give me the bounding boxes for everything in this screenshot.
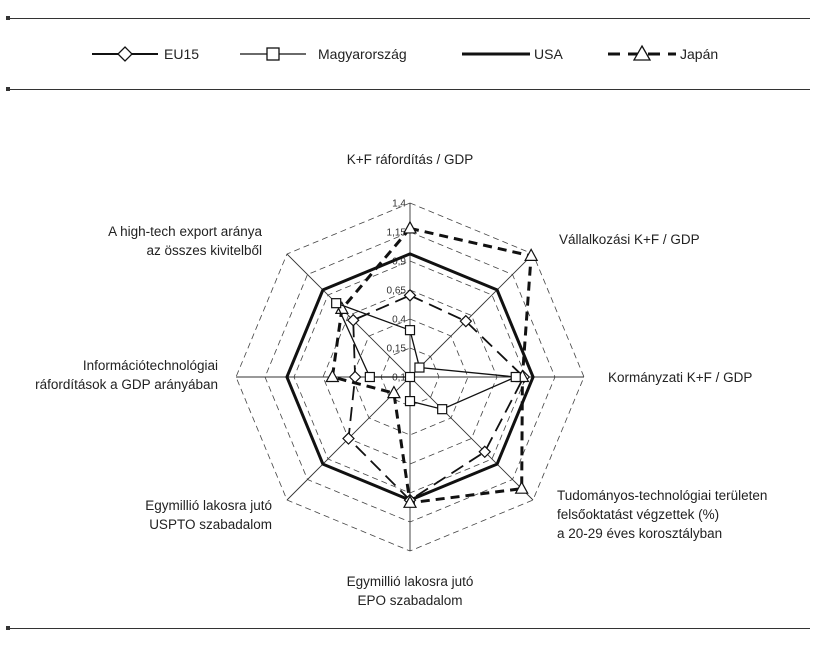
- data-point: [414, 362, 425, 373]
- legend-label-magyarorszag: Magyarország: [318, 46, 407, 62]
- data-point: [510, 371, 521, 383]
- data-point: [342, 432, 355, 445]
- axis-labels: K+F ráfordítás / GDP Vállalkozási K+F / G…: [35, 152, 767, 608]
- axis-label-1: Vállalkozási K+F / GDP: [559, 232, 700, 247]
- radial-tick-label: 0,65: [387, 286, 407, 297]
- data-point: [437, 404, 448, 415]
- radial-tick-label: 0,1: [392, 373, 406, 384]
- data-point: [348, 370, 362, 384]
- data-point: [346, 313, 360, 327]
- radar-grid: [235, 202, 585, 552]
- legend-label-japan: Japán: [680, 46, 719, 62]
- axis-label-4: Egymillió lakosra jutó EPO szabadalom: [347, 574, 474, 608]
- data-point: [364, 371, 375, 383]
- radial-tick-label: 1,15: [387, 228, 407, 239]
- axis-label-0: K+F ráfordítás / GDP: [347, 152, 473, 167]
- legend-marker-diamond-icon: [92, 46, 158, 62]
- data-point: [403, 289, 417, 302]
- data-point: [459, 314, 473, 328]
- radial-tick-label: 0,15: [387, 344, 407, 355]
- legend-marker-square-icon: [240, 47, 306, 61]
- axis-spoke-1: [409, 253, 534, 378]
- legend-line-solid-icon: [462, 52, 530, 56]
- data-point: [404, 325, 416, 336]
- axis-label-6: Információtechnológiai ráfordítások a GDP…: [35, 358, 218, 392]
- grid-ring-2: [351, 318, 469, 436]
- series-line: [347, 294, 525, 502]
- bottom-rule: [6, 625, 810, 630]
- series-1: [331, 298, 521, 415]
- axis-spoke-3: [409, 376, 534, 501]
- series-0: [342, 289, 531, 507]
- radial-tick-label: 0,4: [392, 315, 406, 326]
- grid-ring-3: [322, 289, 498, 465]
- radial-tick-labels: 0,1 0,15 0,4 0,65 0,9 1,15 1,4: [387, 199, 407, 384]
- radial-tick-label: 0,9: [392, 257, 406, 268]
- data-point: [402, 220, 418, 234]
- legend: EU15 Magyarország USA Japán: [0, 42, 817, 66]
- data-point: [514, 480, 529, 494]
- radar-series: [285, 220, 539, 508]
- data-point: [524, 248, 539, 261]
- data-point: [331, 298, 342, 309]
- data-point: [386, 385, 401, 399]
- axis-label-2: Kormányzati K+F / GDP: [608, 370, 752, 385]
- axis-label-7: A high-tech export aránya az összes kivit…: [108, 224, 262, 258]
- legend-marker-triangle-icon: [608, 44, 676, 61]
- data-point: [404, 395, 416, 407]
- legend-label-eu15: EU15: [164, 46, 200, 62]
- data-point: [404, 371, 416, 383]
- data-point: [478, 445, 492, 459]
- radial-tick-label: 1,4: [392, 199, 406, 210]
- series-3: [325, 220, 539, 508]
- axis-spoke-7: [286, 253, 411, 378]
- legend-label-usa: USA: [534, 46, 563, 62]
- top-rule: [6, 15, 810, 20]
- axis-label-5: Egymillió lakosra jutó USPTO szabadalom: [145, 498, 272, 532]
- axis-label-3: Tudományos-technológiai területen felsőok…: [557, 488, 767, 541]
- data-point: [402, 495, 418, 508]
- data-point: [325, 369, 340, 383]
- legend-bottom-rule: [6, 86, 810, 91]
- series-line: [330, 226, 533, 505]
